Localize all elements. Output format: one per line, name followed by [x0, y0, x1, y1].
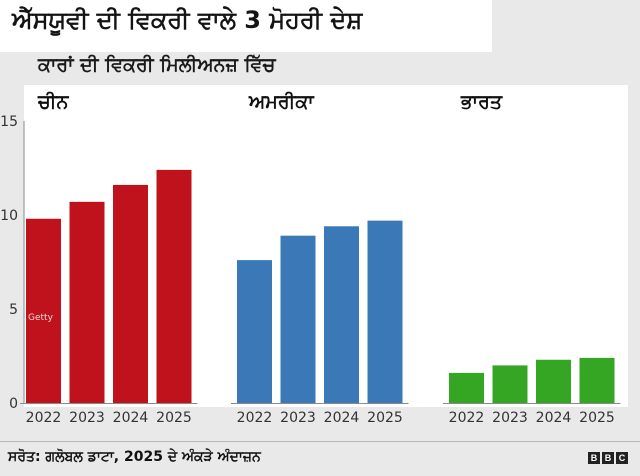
y-tick-label-1: 5 — [9, 302, 18, 318]
bar-1-1 — [280, 235, 316, 403]
logo-letter-2: B — [602, 452, 614, 464]
bar-0-3 — [156, 169, 192, 403]
bar-2-2 — [536, 359, 571, 403]
logo-letter-1: B — [588, 452, 600, 464]
x-tick-label-2-2: 2024 — [536, 410, 572, 426]
x-tick-label-1-1: 2023 — [280, 410, 316, 426]
panel-title-0: ਚੀਨ — [37, 90, 70, 113]
x-tick-label-2-0: 2022 — [449, 410, 485, 426]
title-box: ਐੱਸਯੂਵੀ ਦੀ ਵਿਕਰੀ ਵਾਲੇ 3 ਮੋਹਰੀ ਦੇਸ਼ — [0, 0, 492, 52]
bar-0-0 — [26, 218, 61, 403]
y-tick-label-0: 0 — [9, 396, 18, 412]
x-tick-label-2-3: 2025 — [579, 410, 615, 426]
chart-subtitle: ਕਾਰਾਂ ਦੀ ਵਿਕਰੀ ਮਿਲੀਅਨਜ਼ ਵਿੱਚ — [38, 54, 276, 76]
x-tick-label-0-3: 2025 — [156, 410, 192, 426]
bar-1-2 — [324, 226, 359, 403]
x-tick-label-0-1: 2023 — [69, 410, 105, 426]
bar-2-1 — [492, 365, 528, 403]
x-tick-label-0-2: 2024 — [113, 410, 149, 426]
bar-0-2 — [113, 184, 148, 403]
x-tick-label-1-0: 2022 — [237, 410, 273, 426]
publisher-logo: B B C — [588, 452, 628, 464]
x-tick-label-0-0: 2022 — [26, 410, 62, 426]
bar-1-3 — [367, 220, 403, 403]
logo-letter-3: C — [616, 452, 628, 464]
chart-title: ਐੱਸਯੂਵੀ ਦੀ ਵਿਕਰੀ ਵਾਲੇ 3 ਮੋਹਰੀ ਦੇਸ਼ — [12, 6, 363, 34]
x-tick-label-1-2: 2024 — [324, 410, 360, 426]
image-credit-annotation: Getty — [28, 313, 54, 323]
bar-chart: 0 5 10 15 ਚੀਨ 2022 2023 2024 2025 ਅਮਰੀਕਾ 2022 2023 2… — [0, 90, 621, 426]
source-note: ਸਰੋਤ: ਗਲੋਬਲ ਡਾਟਾ, 2025 ਦੇ ਅੰਕੜੇ ਅੰਦਾਜ਼ਨ — [8, 449, 261, 465]
bar-1-0 — [237, 260, 272, 403]
bar-0-1 — [69, 201, 105, 403]
panel-title-1: ਅਮਰੀਕਾ — [248, 90, 315, 113]
bar-2-3 — [579, 357, 615, 403]
y-tick-label-2: 10 — [0, 208, 18, 224]
y-tick-label-3: 15 — [0, 114, 18, 130]
panel-title-2: ਭਾਰਤ — [460, 91, 503, 113]
x-tick-label-1-3: 2025 — [367, 410, 403, 426]
footer-divider — [0, 441, 640, 442]
x-tick-label-2-1: 2023 — [492, 410, 528, 426]
bar-2-0 — [449, 372, 484, 403]
